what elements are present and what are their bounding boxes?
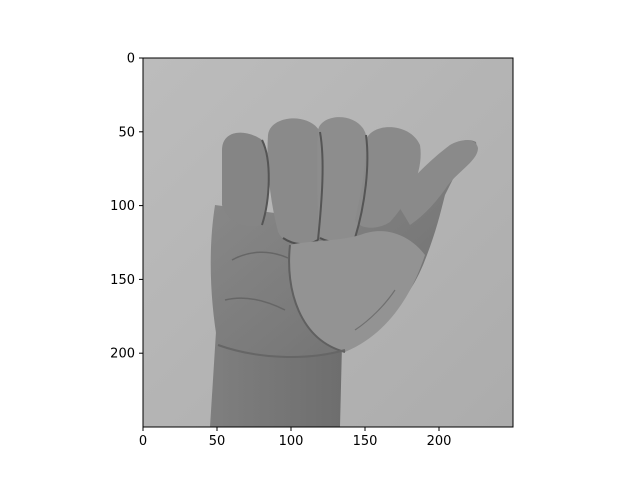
x-tick-label: 50	[209, 434, 226, 449]
axes-frame	[142, 57, 514, 428]
photo-hand-fist	[143, 58, 513, 427]
y-tick-label: 50	[118, 125, 135, 140]
y-tick-label: 100	[110, 199, 135, 214]
y-tick-label: 0	[127, 52, 135, 67]
x-axis-ticks: 0 50 100 150 200	[139, 427, 452, 449]
y-axis-ticks: 0 50 100 150 200	[110, 52, 143, 362]
y-tick-label: 200	[110, 347, 135, 362]
x-tick-label: 0	[139, 434, 147, 449]
x-tick-label: 200	[427, 434, 452, 449]
x-tick-label: 150	[353, 434, 378, 449]
y-tick-label: 150	[110, 273, 135, 288]
x-tick-label: 100	[279, 434, 304, 449]
